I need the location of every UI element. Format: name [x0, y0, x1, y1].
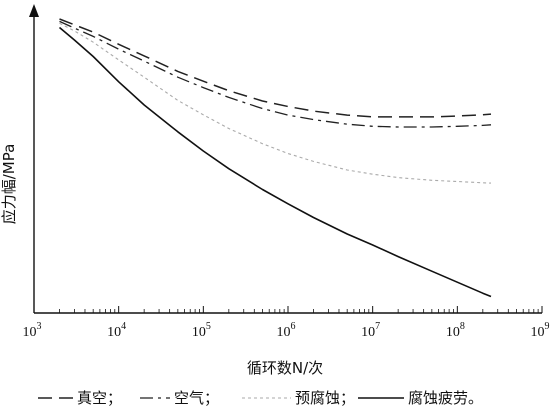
- legend-label-2: 空气；: [174, 389, 219, 407]
- series-line-3: [59, 22, 492, 184]
- series-line-1: [59, 18, 492, 118]
- x-tick-label: 108: [446, 321, 465, 340]
- legend-label-4: 腐蚀疲劳。: [408, 389, 483, 407]
- x-axis-title: 循环数N/次: [247, 359, 323, 377]
- y-axis-title: 应力幅/MPa: [0, 144, 18, 225]
- legend-label-1: 真空；: [77, 389, 122, 407]
- x-tick-label: 107: [361, 321, 380, 340]
- x-tick-label: 104: [107, 321, 126, 340]
- curves: [58, 18, 492, 298]
- x-ticks: 103 104 105 106 107 108 109: [23, 306, 550, 340]
- y-axis-arrow: [29, 4, 39, 17]
- axes: [29, 4, 542, 314]
- x-tick-label: 109: [531, 321, 550, 340]
- series-line-4: [58, 26, 492, 298]
- x-tick-label: 105: [192, 321, 211, 340]
- x-tick-label: 106: [277, 321, 296, 340]
- series-line-2: [59, 20, 492, 128]
- legend-label-3: 预腐蚀；: [295, 389, 355, 407]
- legend: 真空； 空气； 预腐蚀； 腐蚀疲劳。: [38, 389, 483, 407]
- x-tick-label: 103: [23, 321, 42, 340]
